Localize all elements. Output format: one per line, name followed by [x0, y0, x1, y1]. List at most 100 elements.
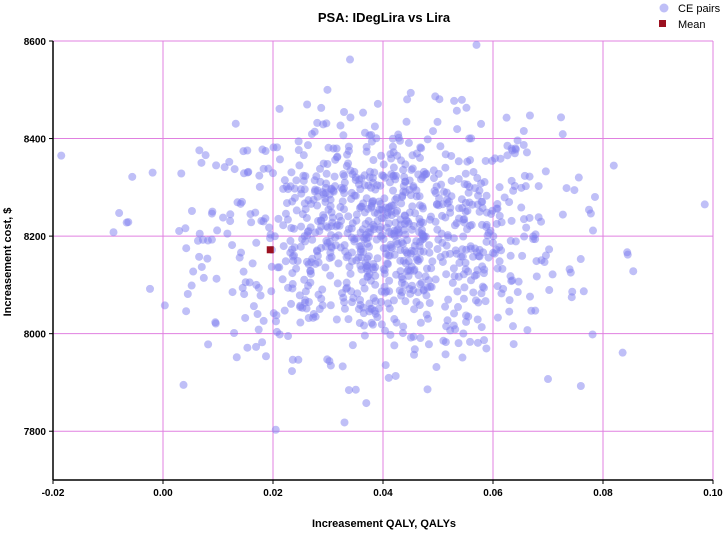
ce-pair-point	[288, 284, 297, 293]
ce-pair-point	[356, 185, 365, 194]
ce-pair-point	[318, 301, 327, 310]
ce-pair-point	[333, 279, 342, 288]
ce-pair-point	[331, 155, 340, 164]
ce-pair-point	[458, 252, 467, 261]
ce-pair-point	[265, 223, 274, 232]
ce-pair-point	[286, 182, 295, 191]
ce-pair-point	[520, 171, 529, 180]
ce-pair-point	[450, 309, 459, 318]
ce-pair-point	[183, 289, 192, 298]
ce-pair-point	[332, 315, 341, 324]
ce-pair-point	[525, 111, 534, 120]
ce-pair-point	[317, 294, 326, 303]
ce-pair-point	[525, 292, 534, 301]
ce-pair-point	[287, 299, 296, 308]
ce-pair-point	[317, 103, 326, 112]
ce-pair-point	[464, 267, 473, 276]
ce-pair-point	[193, 236, 202, 245]
ce-pair-point	[346, 269, 355, 278]
ce-pair-point	[347, 194, 356, 203]
ce-pair-point	[343, 251, 352, 260]
ce-pair-point	[181, 224, 190, 233]
ce-pair-point	[408, 281, 417, 290]
ce-pair-point	[396, 256, 405, 265]
x-tick-label: 0.02	[263, 488, 283, 499]
chart-title: PSA: IDegLira vs Lira	[318, 10, 451, 25]
ce-pair-point	[366, 228, 375, 237]
ce-pair-point	[318, 285, 327, 294]
ce-pair-point	[441, 150, 450, 159]
ce-pair-point	[326, 361, 335, 370]
ce-pair-point	[385, 276, 394, 285]
ce-pair-point	[459, 329, 468, 338]
ce-pair-point	[480, 265, 489, 274]
ce-pair-point	[359, 108, 368, 117]
mean-point	[266, 246, 274, 254]
y-tick-label: 8000	[24, 330, 47, 341]
ce-pair-point	[463, 206, 472, 215]
ce-pair-point	[267, 262, 276, 271]
ce-pair-point	[478, 282, 487, 291]
ce-pair-point	[360, 208, 369, 217]
ce-pair-point	[422, 291, 431, 300]
ce-pair-point	[467, 134, 476, 143]
ce-pair-point	[212, 274, 221, 283]
ce-pair-point	[255, 171, 264, 180]
ce-pair-point	[223, 229, 232, 238]
ce-pair-point	[508, 322, 517, 331]
ce-pair-point	[307, 130, 316, 139]
ce-pair-point	[299, 171, 308, 180]
ce-pair-point	[301, 205, 310, 214]
ce-pair-point	[513, 288, 522, 297]
ce-pair-point	[225, 157, 234, 166]
ce-pair-point	[461, 198, 470, 207]
ce-pair-point	[328, 213, 337, 222]
ce-pair-point	[429, 174, 438, 183]
ce-pair-point	[519, 126, 528, 135]
ce-pair-point	[388, 142, 397, 151]
ce-pair-point	[364, 217, 373, 226]
ce-pair-point	[433, 117, 442, 126]
ce-pair-point	[384, 219, 393, 228]
ce-pair-point	[304, 281, 313, 290]
ce-pair-point	[419, 234, 428, 243]
ce-pair-point	[522, 223, 531, 232]
ce-pair-point	[446, 326, 455, 335]
ce-pair-point	[379, 160, 388, 169]
ce-pair-point	[287, 168, 296, 177]
ce-pair-point	[432, 182, 441, 191]
ce-pair-point	[340, 108, 349, 117]
ce-pair-point	[279, 221, 288, 230]
ce-pair-point	[231, 119, 240, 128]
ce-pair-point	[482, 237, 491, 246]
ce-pair-point	[344, 142, 353, 151]
ce-pair-point	[275, 155, 284, 164]
ce-pair-point	[412, 253, 421, 262]
ce-pair-point	[403, 95, 412, 104]
ce-pair-point	[240, 169, 249, 178]
ce-pair-point	[460, 180, 469, 189]
ce-pair-point	[394, 133, 403, 142]
ce-pair-point	[471, 296, 480, 305]
ce-pair-point	[416, 333, 425, 342]
ce-pair-point	[360, 321, 369, 330]
ce-pair-point	[380, 266, 389, 275]
ce-pair-point	[421, 272, 430, 281]
ce-pair-point	[342, 278, 351, 287]
ce-pair-point	[473, 315, 482, 324]
ce-pair-point	[359, 303, 368, 312]
ce-pair-point	[473, 338, 482, 347]
ce-pair-point	[288, 269, 297, 278]
ce-pair-point	[331, 182, 340, 191]
ce-pair-point	[521, 182, 530, 191]
ce-pair-point	[266, 234, 275, 243]
ce-pair-point	[352, 256, 361, 265]
ce-pair-point	[309, 309, 318, 318]
ce-pair-point	[189, 267, 198, 276]
ce-pair-point	[488, 238, 497, 247]
x-tick-label: -0.02	[42, 488, 65, 499]
ce-pair-point	[495, 183, 504, 192]
ce-pair-point	[239, 147, 248, 156]
ce-pair-point	[421, 170, 430, 179]
ce-pair-point	[566, 268, 575, 277]
